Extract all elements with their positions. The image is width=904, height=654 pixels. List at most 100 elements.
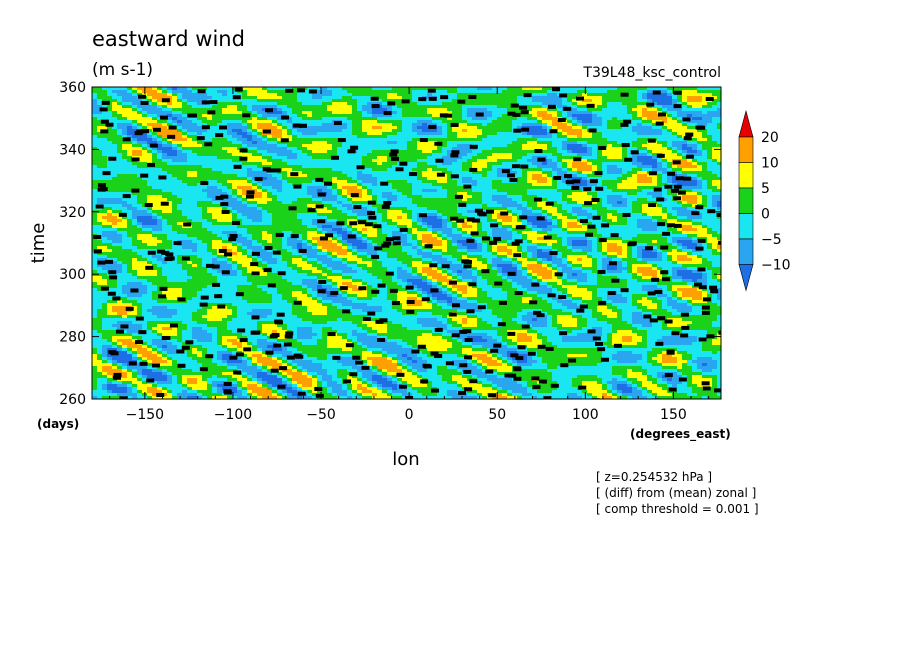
field-cell (492, 153, 498, 157)
field-cell (427, 138, 433, 142)
field-cell (182, 138, 188, 142)
field-cell (707, 168, 713, 172)
field-cell (102, 138, 108, 142)
field-cell (502, 129, 508, 133)
field-cell (687, 108, 693, 112)
field-cell (302, 105, 308, 109)
field-cell (527, 87, 533, 91)
field-cell (247, 165, 253, 169)
field-cell (372, 150, 378, 154)
field-cell (197, 192, 203, 196)
field-cell (222, 153, 228, 157)
field-cell (632, 114, 638, 118)
field-cell (667, 153, 673, 157)
field-cell (102, 150, 108, 154)
field-cell (467, 108, 473, 112)
contour-field (92, 87, 721, 399)
field-cell (212, 126, 218, 130)
field-cell (602, 195, 608, 199)
field-cell (182, 147, 188, 151)
field-cell (167, 168, 173, 172)
field-cell (477, 171, 483, 175)
field-cell (442, 153, 448, 157)
field-cell (487, 120, 493, 124)
field-cell (617, 171, 623, 175)
field-cell (112, 114, 118, 118)
field-cell (717, 201, 721, 205)
field-cell (602, 108, 608, 112)
field-cell (687, 105, 693, 109)
field-cell (382, 195, 388, 199)
field-cell (117, 144, 123, 148)
field-cell (677, 174, 683, 178)
field-cell (367, 99, 373, 103)
field-cell (637, 189, 643, 193)
field-cell (357, 126, 363, 130)
field-cell (662, 132, 668, 136)
field-cell (462, 168, 468, 172)
field-cell (352, 183, 358, 187)
field-cell (337, 111, 343, 115)
field-cell (502, 156, 508, 160)
field-cell (342, 186, 348, 190)
field-cell (157, 147, 163, 151)
field-cell (487, 201, 493, 205)
field-cell (552, 189, 558, 193)
field-cell (257, 102, 263, 106)
field-cell (537, 186, 543, 190)
field-cell (647, 180, 653, 184)
field-cell (207, 204, 213, 208)
field-cell (587, 99, 593, 103)
field-cell (172, 162, 178, 166)
field-cell (607, 111, 613, 115)
field-cell (487, 189, 493, 193)
field-cell (597, 201, 603, 205)
field-cell (217, 183, 223, 187)
field-cell (292, 99, 298, 103)
field-cell (107, 189, 113, 193)
field-cell (397, 171, 403, 175)
field-cell (517, 141, 523, 145)
field-cell (152, 111, 158, 115)
field-cell (562, 195, 568, 199)
field-cell (327, 195, 333, 199)
field-cell (357, 189, 363, 193)
field-cell (362, 114, 368, 118)
field-cell (327, 186, 333, 190)
field-cell (187, 198, 193, 202)
field-cell (237, 117, 243, 121)
field-cell (127, 150, 133, 154)
field-cell (172, 204, 178, 208)
field-cell (407, 195, 413, 199)
field-cell (347, 192, 353, 196)
field-cell (337, 96, 343, 100)
field-cell (252, 171, 258, 175)
field-cell (137, 174, 143, 178)
field-cell (372, 102, 378, 106)
field-cell (242, 201, 248, 205)
field-cell (657, 108, 663, 112)
field-cell (432, 93, 438, 97)
field-cell (542, 150, 548, 154)
field-cell (462, 105, 468, 109)
field-cell (627, 117, 633, 121)
field-cell (382, 93, 388, 97)
field-cell (457, 168, 463, 172)
field-cell (222, 198, 228, 202)
field-cell (642, 156, 648, 160)
field-cell (417, 186, 423, 190)
field-cell (112, 177, 118, 181)
field-cell (662, 90, 668, 94)
field-cell (492, 168, 498, 172)
field-cell (257, 108, 263, 112)
field-cell (177, 120, 183, 124)
field-cell (272, 87, 278, 91)
field-cell (197, 126, 203, 130)
field-cell (442, 126, 448, 130)
field-cell (177, 93, 183, 97)
field-cell (422, 108, 428, 112)
field-cell (492, 171, 498, 175)
field-cell (362, 159, 368, 163)
field-cell (157, 186, 163, 190)
field-cell (712, 150, 718, 154)
